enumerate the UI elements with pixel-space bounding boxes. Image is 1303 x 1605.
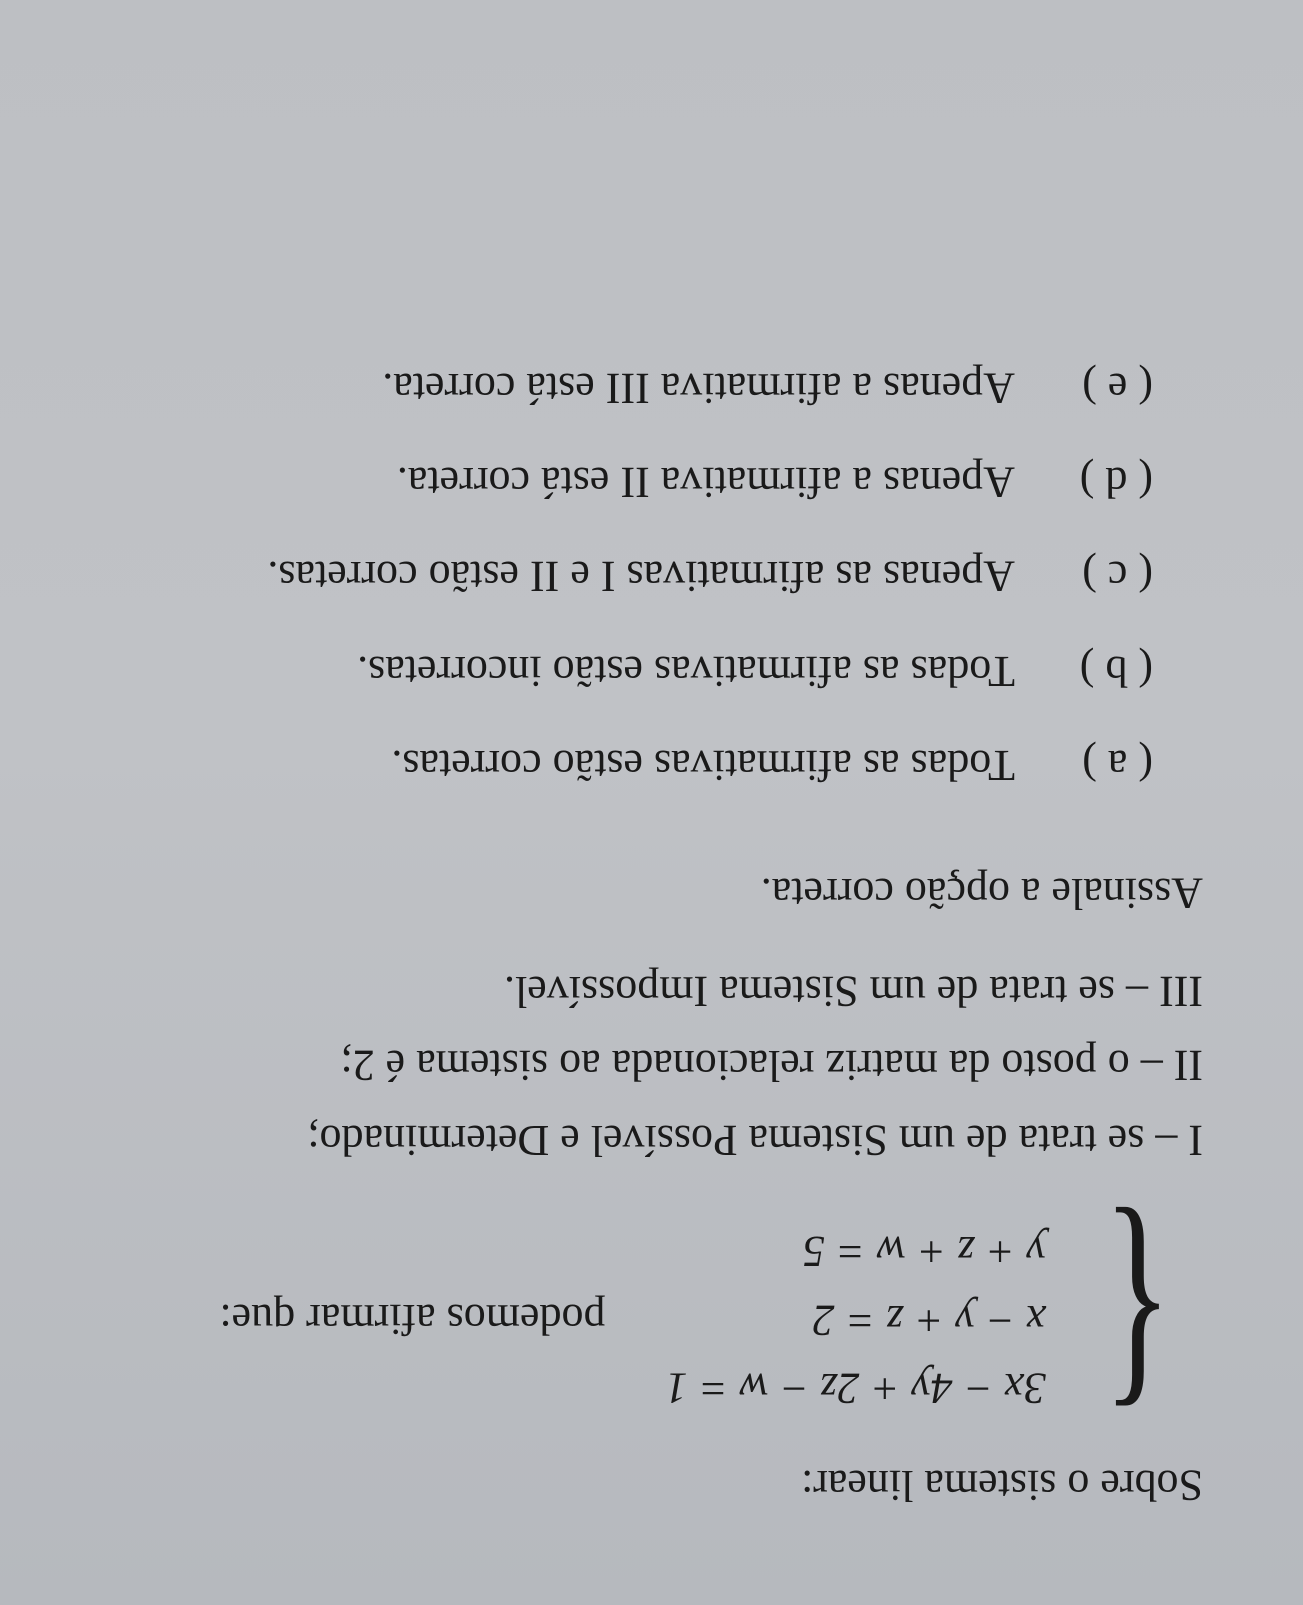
- question-intro: Sobre o sistema linear:: [70, 1456, 1203, 1515]
- option-a[interactable]: ( a ) Todas as afirmativas estão correta…: [70, 731, 1153, 799]
- option-b[interactable]: ( b ) Todas as afirmativas estão incorre…: [70, 636, 1153, 704]
- equation-1: 3x − 4y + 2z − w = 1: [666, 1363, 1046, 1414]
- instruction-text: Assinale a opção correta.: [70, 859, 1203, 927]
- option-e[interactable]: ( e ) Apenas a afirmativa III está corre…: [70, 354, 1153, 422]
- system-brace: {: [1103, 1224, 1172, 1416]
- option-d[interactable]: ( d ) Apenas a afirmativa II está corret…: [70, 448, 1153, 516]
- equation-2: x − y + z = 2: [666, 1294, 1046, 1345]
- statement-3: III – se trata de um Sistema Impossível.: [70, 957, 1203, 1025]
- system-equations: 3x − 4y + 2z − w = 1 x − y + z = 2 y + z…: [666, 1226, 1046, 1414]
- option-b-text: Todas as afirmativas estão incorretas.: [70, 636, 1015, 704]
- option-c[interactable]: ( c ) Apenas as afirmativas I e II estão…: [70, 542, 1153, 610]
- option-e-text: Apenas a afirmativa III está correta.: [70, 354, 1015, 422]
- afirmar-text: podemos afirmar que:: [219, 1294, 605, 1345]
- question-page: Sobre o sistema linear: { 3x − 4y + 2z −…: [0, 0, 1303, 1605]
- statements-block: I – se trata de um Sistema Possível e De…: [70, 957, 1203, 1174]
- option-e-label: ( e ): [1043, 354, 1153, 422]
- option-c-text: Apenas as afirmativas I e II estão corre…: [70, 542, 1015, 610]
- option-d-text: Apenas a afirmativa II está correta.: [70, 448, 1015, 516]
- option-c-label: ( c ): [1043, 542, 1153, 610]
- option-b-label: ( b ): [1043, 636, 1153, 704]
- statement-2: II – o posto da matriz relacionada ao si…: [70, 1031, 1203, 1099]
- equation-3: y + z + w = 5: [666, 1226, 1046, 1277]
- options-block: ( a ) Todas as afirmativas estão correta…: [70, 354, 1153, 799]
- option-a-text: Todas as afirmativas estão corretas.: [70, 731, 1015, 799]
- option-a-label: ( a ): [1043, 731, 1153, 799]
- system-row: { 3x − 4y + 2z − w = 1 x − y + z = 2 y +…: [70, 1224, 1195, 1416]
- statement-1: I – se trata de um Sistema Possível e De…: [70, 1105, 1203, 1173]
- option-d-label: ( d ): [1043, 448, 1153, 516]
